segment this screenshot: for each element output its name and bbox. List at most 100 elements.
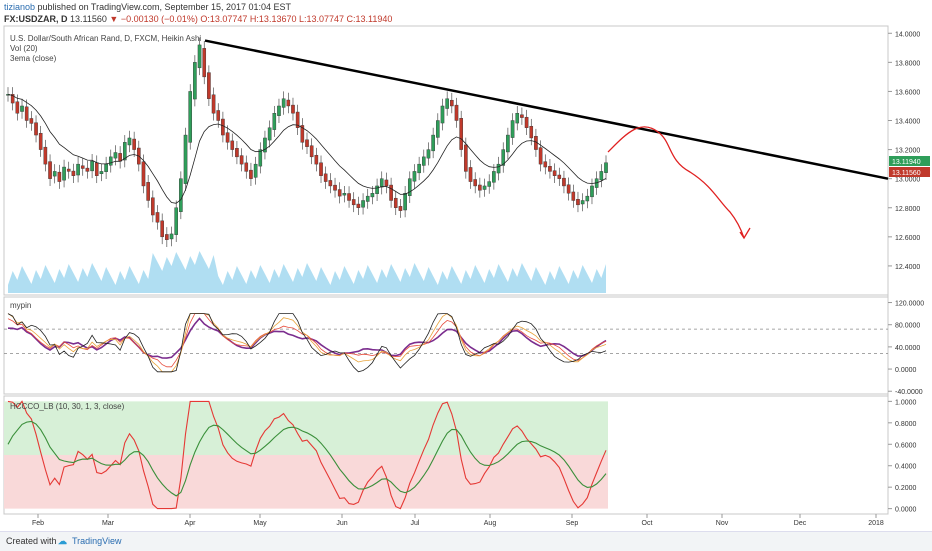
candle-up — [108, 156, 113, 166]
candle-down — [309, 145, 314, 158]
published-text: published on TradingView.com, September … — [37, 2, 292, 12]
candle-down — [548, 166, 552, 172]
candle-up — [113, 152, 118, 159]
main-ytick-label: 13.6000 — [895, 89, 920, 96]
candle-up — [375, 185, 379, 194]
xtick-label: Mar — [102, 520, 115, 527]
mypin-line-3 — [7, 313, 607, 373]
candle-up — [403, 193, 407, 211]
main-ytick-label: 12.8000 — [895, 206, 920, 213]
candle-down — [295, 111, 300, 128]
candle-up — [174, 207, 178, 235]
hccco-ytick-label: 0.4000 — [895, 464, 917, 471]
candle-down — [538, 147, 543, 165]
candle-up — [127, 137, 132, 146]
candle-down — [459, 118, 463, 150]
candle-up — [281, 98, 286, 108]
candle-up — [580, 200, 585, 205]
volume-area — [8, 251, 606, 293]
candle-down — [141, 161, 146, 187]
candle-down — [165, 234, 169, 240]
candle-down — [286, 99, 291, 107]
candle-up — [421, 156, 426, 166]
candle-up — [179, 178, 183, 212]
candle-down — [566, 184, 571, 194]
mypin-line-4 — [7, 313, 607, 373]
candle-up — [492, 171, 496, 183]
candle-down — [291, 104, 295, 114]
candle-down — [43, 146, 48, 165]
close-price-tag — [889, 167, 930, 177]
candle-down — [337, 189, 342, 197]
price-change: ▼ −0.00130 (−0.01%) — [109, 14, 198, 24]
candle-up — [501, 149, 506, 166]
candle-down — [450, 99, 454, 107]
candle-up — [440, 105, 445, 124]
candle-down — [151, 197, 155, 216]
candle-down — [24, 106, 29, 121]
candle-down — [571, 191, 576, 201]
candle-up — [253, 163, 258, 178]
candle-down — [351, 199, 356, 206]
candle-down — [393, 197, 398, 208]
main-ytick-label: 13.2000 — [895, 148, 920, 155]
candle-down — [524, 116, 529, 128]
main-ytick-label: 13.8000 — [895, 60, 920, 67]
candle-down — [328, 180, 333, 187]
xtick-label: Oct — [642, 520, 653, 527]
candle-down — [552, 170, 557, 176]
candle-down — [389, 184, 393, 201]
candle-down — [300, 125, 305, 143]
candle-down — [94, 162, 99, 176]
projection-curve — [607, 126, 751, 240]
candle-up — [169, 233, 174, 240]
xtick-label: Dec — [794, 520, 807, 527]
last-price-tag — [889, 156, 930, 166]
hccco-slow-line — [7, 420, 607, 497]
candle-up — [496, 163, 501, 174]
xtick-label: Sep — [566, 520, 579, 527]
candle-down — [235, 148, 239, 158]
author-link[interactable]: tizianob — [4, 2, 36, 12]
hccco-ytick-label: 0.8000 — [895, 421, 917, 428]
main-ytick-label: 12.6000 — [895, 235, 920, 242]
header-line-1: tizianob published on TradingView.com, S… — [4, 2, 291, 12]
hccco-fast-line — [7, 400, 607, 510]
xtick-label: May — [253, 520, 267, 527]
hccco-red-zone — [4, 455, 608, 509]
hccco-ytick-label: 0.2000 — [895, 485, 917, 492]
candle-down — [464, 144, 468, 172]
candle-down — [85, 167, 90, 172]
candle-down — [305, 139, 309, 147]
volume-legend: Vol (20) — [10, 44, 38, 53]
mypin-ytick-label: 120.0000 — [895, 301, 924, 308]
candle-down — [221, 118, 225, 136]
candle-up — [506, 134, 510, 153]
candle-down — [356, 203, 361, 208]
tradingview-logo-icon[interactable]: ☁ — [58, 536, 67, 546]
candle-down — [468, 167, 473, 182]
candle-up — [76, 163, 80, 176]
main-ytick-label: 13.4000 — [895, 119, 920, 126]
candle-down — [211, 94, 216, 114]
candle-up — [510, 120, 515, 138]
candle-down — [66, 168, 71, 172]
main-ytick-label: 13.0000 — [895, 177, 920, 184]
candle-up — [277, 105, 281, 116]
candle-down — [132, 138, 136, 150]
tradingview-brand[interactable]: TradingView — [72, 536, 122, 546]
candle-up — [361, 200, 365, 208]
candle-up — [417, 163, 421, 174]
mypin-line-1 — [7, 317, 607, 359]
candle-up — [585, 195, 590, 202]
candle-down — [454, 104, 459, 121]
candle-up — [104, 163, 108, 172]
candle-down — [478, 184, 482, 191]
mypin-ytick-label: -40.0000 — [895, 389, 923, 396]
candle-down — [314, 154, 319, 165]
candle-down — [323, 173, 328, 182]
last-price-tag-label: 13.11940 — [892, 159, 921, 166]
candle-down — [520, 114, 524, 118]
candle-up — [62, 166, 66, 181]
mypin-ytick-label: 0.0000 — [895, 367, 917, 374]
